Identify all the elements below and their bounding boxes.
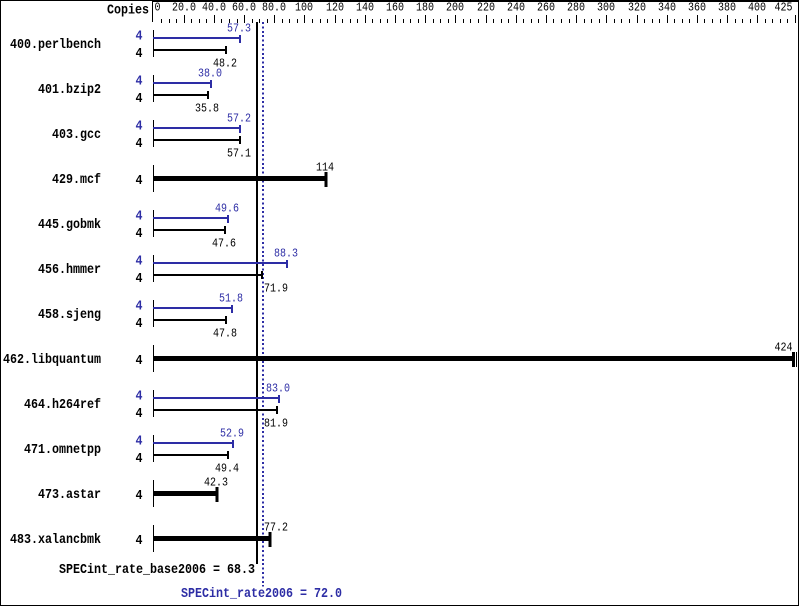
svg-text:4: 4 bbox=[136, 174, 143, 189]
svg-text:4: 4 bbox=[136, 92, 143, 107]
svg-text:4: 4 bbox=[136, 137, 143, 152]
svg-text:42.3: 42.3 bbox=[204, 476, 228, 490]
svg-text:260: 260 bbox=[537, 1, 555, 15]
svg-text:4: 4 bbox=[136, 227, 143, 242]
svg-text:SPECint_rate2006 = 72.0: SPECint_rate2006 = 72.0 bbox=[181, 587, 342, 602]
svg-text:462.libquantum: 462.libquantum bbox=[3, 353, 101, 368]
svg-text:47.6: 47.6 bbox=[212, 237, 236, 251]
svg-text:4: 4 bbox=[136, 534, 143, 549]
svg-text:4: 4 bbox=[136, 390, 143, 405]
svg-text:4: 4 bbox=[136, 354, 143, 369]
svg-text:400: 400 bbox=[748, 1, 766, 15]
svg-text:88.3: 88.3 bbox=[274, 247, 298, 261]
svg-text:471.omnetpp: 471.omnetpp bbox=[24, 443, 101, 458]
svg-text:4: 4 bbox=[136, 300, 143, 315]
svg-text:320: 320 bbox=[628, 1, 646, 15]
svg-text:456.hmmer: 456.hmmer bbox=[38, 263, 101, 278]
svg-text:4: 4 bbox=[136, 435, 143, 450]
svg-text:35.8: 35.8 bbox=[195, 102, 219, 116]
svg-text:340: 340 bbox=[658, 1, 676, 15]
svg-text:49.4: 49.4 bbox=[215, 462, 239, 476]
svg-text:380: 380 bbox=[718, 1, 736, 15]
svg-text:473.astar: 473.astar bbox=[38, 488, 101, 503]
svg-text:38.0: 38.0 bbox=[198, 67, 222, 81]
svg-text:47.8: 47.8 bbox=[213, 327, 237, 341]
svg-text:160: 160 bbox=[386, 1, 404, 15]
svg-text:4: 4 bbox=[136, 407, 143, 422]
svg-text:SPECint_rate_base2006 = 68.3: SPECint_rate_base2006 = 68.3 bbox=[59, 563, 255, 578]
svg-text:81.9: 81.9 bbox=[264, 417, 288, 431]
svg-text:4: 4 bbox=[136, 272, 143, 287]
svg-text:77.2: 77.2 bbox=[264, 521, 288, 535]
svg-text:4: 4 bbox=[136, 255, 143, 270]
svg-text:220: 220 bbox=[477, 1, 495, 15]
svg-text:57.1: 57.1 bbox=[227, 147, 251, 161]
svg-text:4: 4 bbox=[136, 75, 143, 90]
svg-text:0: 0 bbox=[155, 1, 161, 15]
svg-text:445.gobmk: 445.gobmk bbox=[38, 218, 101, 233]
svg-text:4: 4 bbox=[136, 47, 143, 62]
svg-text:57.2: 57.2 bbox=[227, 112, 251, 126]
svg-text:4: 4 bbox=[136, 489, 143, 504]
svg-text:48.2: 48.2 bbox=[213, 57, 237, 71]
svg-text:360: 360 bbox=[688, 1, 706, 15]
svg-text:4: 4 bbox=[136, 120, 143, 135]
svg-text:458.sjeng: 458.sjeng bbox=[38, 308, 101, 323]
svg-text:4: 4 bbox=[136, 210, 143, 225]
svg-text:180: 180 bbox=[416, 1, 434, 15]
svg-text:300: 300 bbox=[597, 1, 615, 15]
svg-text:240: 240 bbox=[507, 1, 525, 15]
svg-text:4: 4 bbox=[136, 317, 143, 332]
svg-text:51.8: 51.8 bbox=[219, 292, 243, 306]
svg-text:100: 100 bbox=[295, 1, 313, 15]
svg-text:52.9: 52.9 bbox=[220, 427, 244, 441]
svg-text:483.xalancbmk: 483.xalancbmk bbox=[10, 533, 101, 548]
svg-text:429.mcf: 429.mcf bbox=[52, 173, 101, 188]
svg-text:425: 425 bbox=[775, 1, 793, 15]
svg-text:400.perlbench: 400.perlbench bbox=[10, 38, 101, 53]
svg-text:57.3: 57.3 bbox=[227, 22, 251, 36]
svg-text:60.0: 60.0 bbox=[232, 1, 256, 15]
svg-text:4: 4 bbox=[136, 452, 143, 467]
svg-text:120: 120 bbox=[326, 1, 344, 15]
svg-text:200: 200 bbox=[446, 1, 464, 15]
svg-text:401.bzip2: 401.bzip2 bbox=[38, 83, 101, 98]
svg-text:140: 140 bbox=[356, 1, 374, 15]
svg-text:83.0: 83.0 bbox=[266, 382, 290, 396]
svg-text:114: 114 bbox=[316, 161, 334, 175]
svg-text:80.0: 80.0 bbox=[262, 1, 286, 15]
svg-text:4: 4 bbox=[136, 30, 143, 45]
svg-text:403.gcc: 403.gcc bbox=[52, 128, 101, 143]
svg-text:71.9: 71.9 bbox=[264, 282, 288, 296]
svg-text:Copies: Copies bbox=[107, 4, 149, 19]
svg-text:49.6: 49.6 bbox=[215, 202, 239, 216]
svg-text:464.h264ref: 464.h264ref bbox=[24, 398, 101, 413]
svg-text:40.0: 40.0 bbox=[202, 1, 226, 15]
svg-text:280: 280 bbox=[567, 1, 585, 15]
svg-text:20.0: 20.0 bbox=[172, 1, 196, 15]
svg-text:424: 424 bbox=[775, 341, 793, 355]
